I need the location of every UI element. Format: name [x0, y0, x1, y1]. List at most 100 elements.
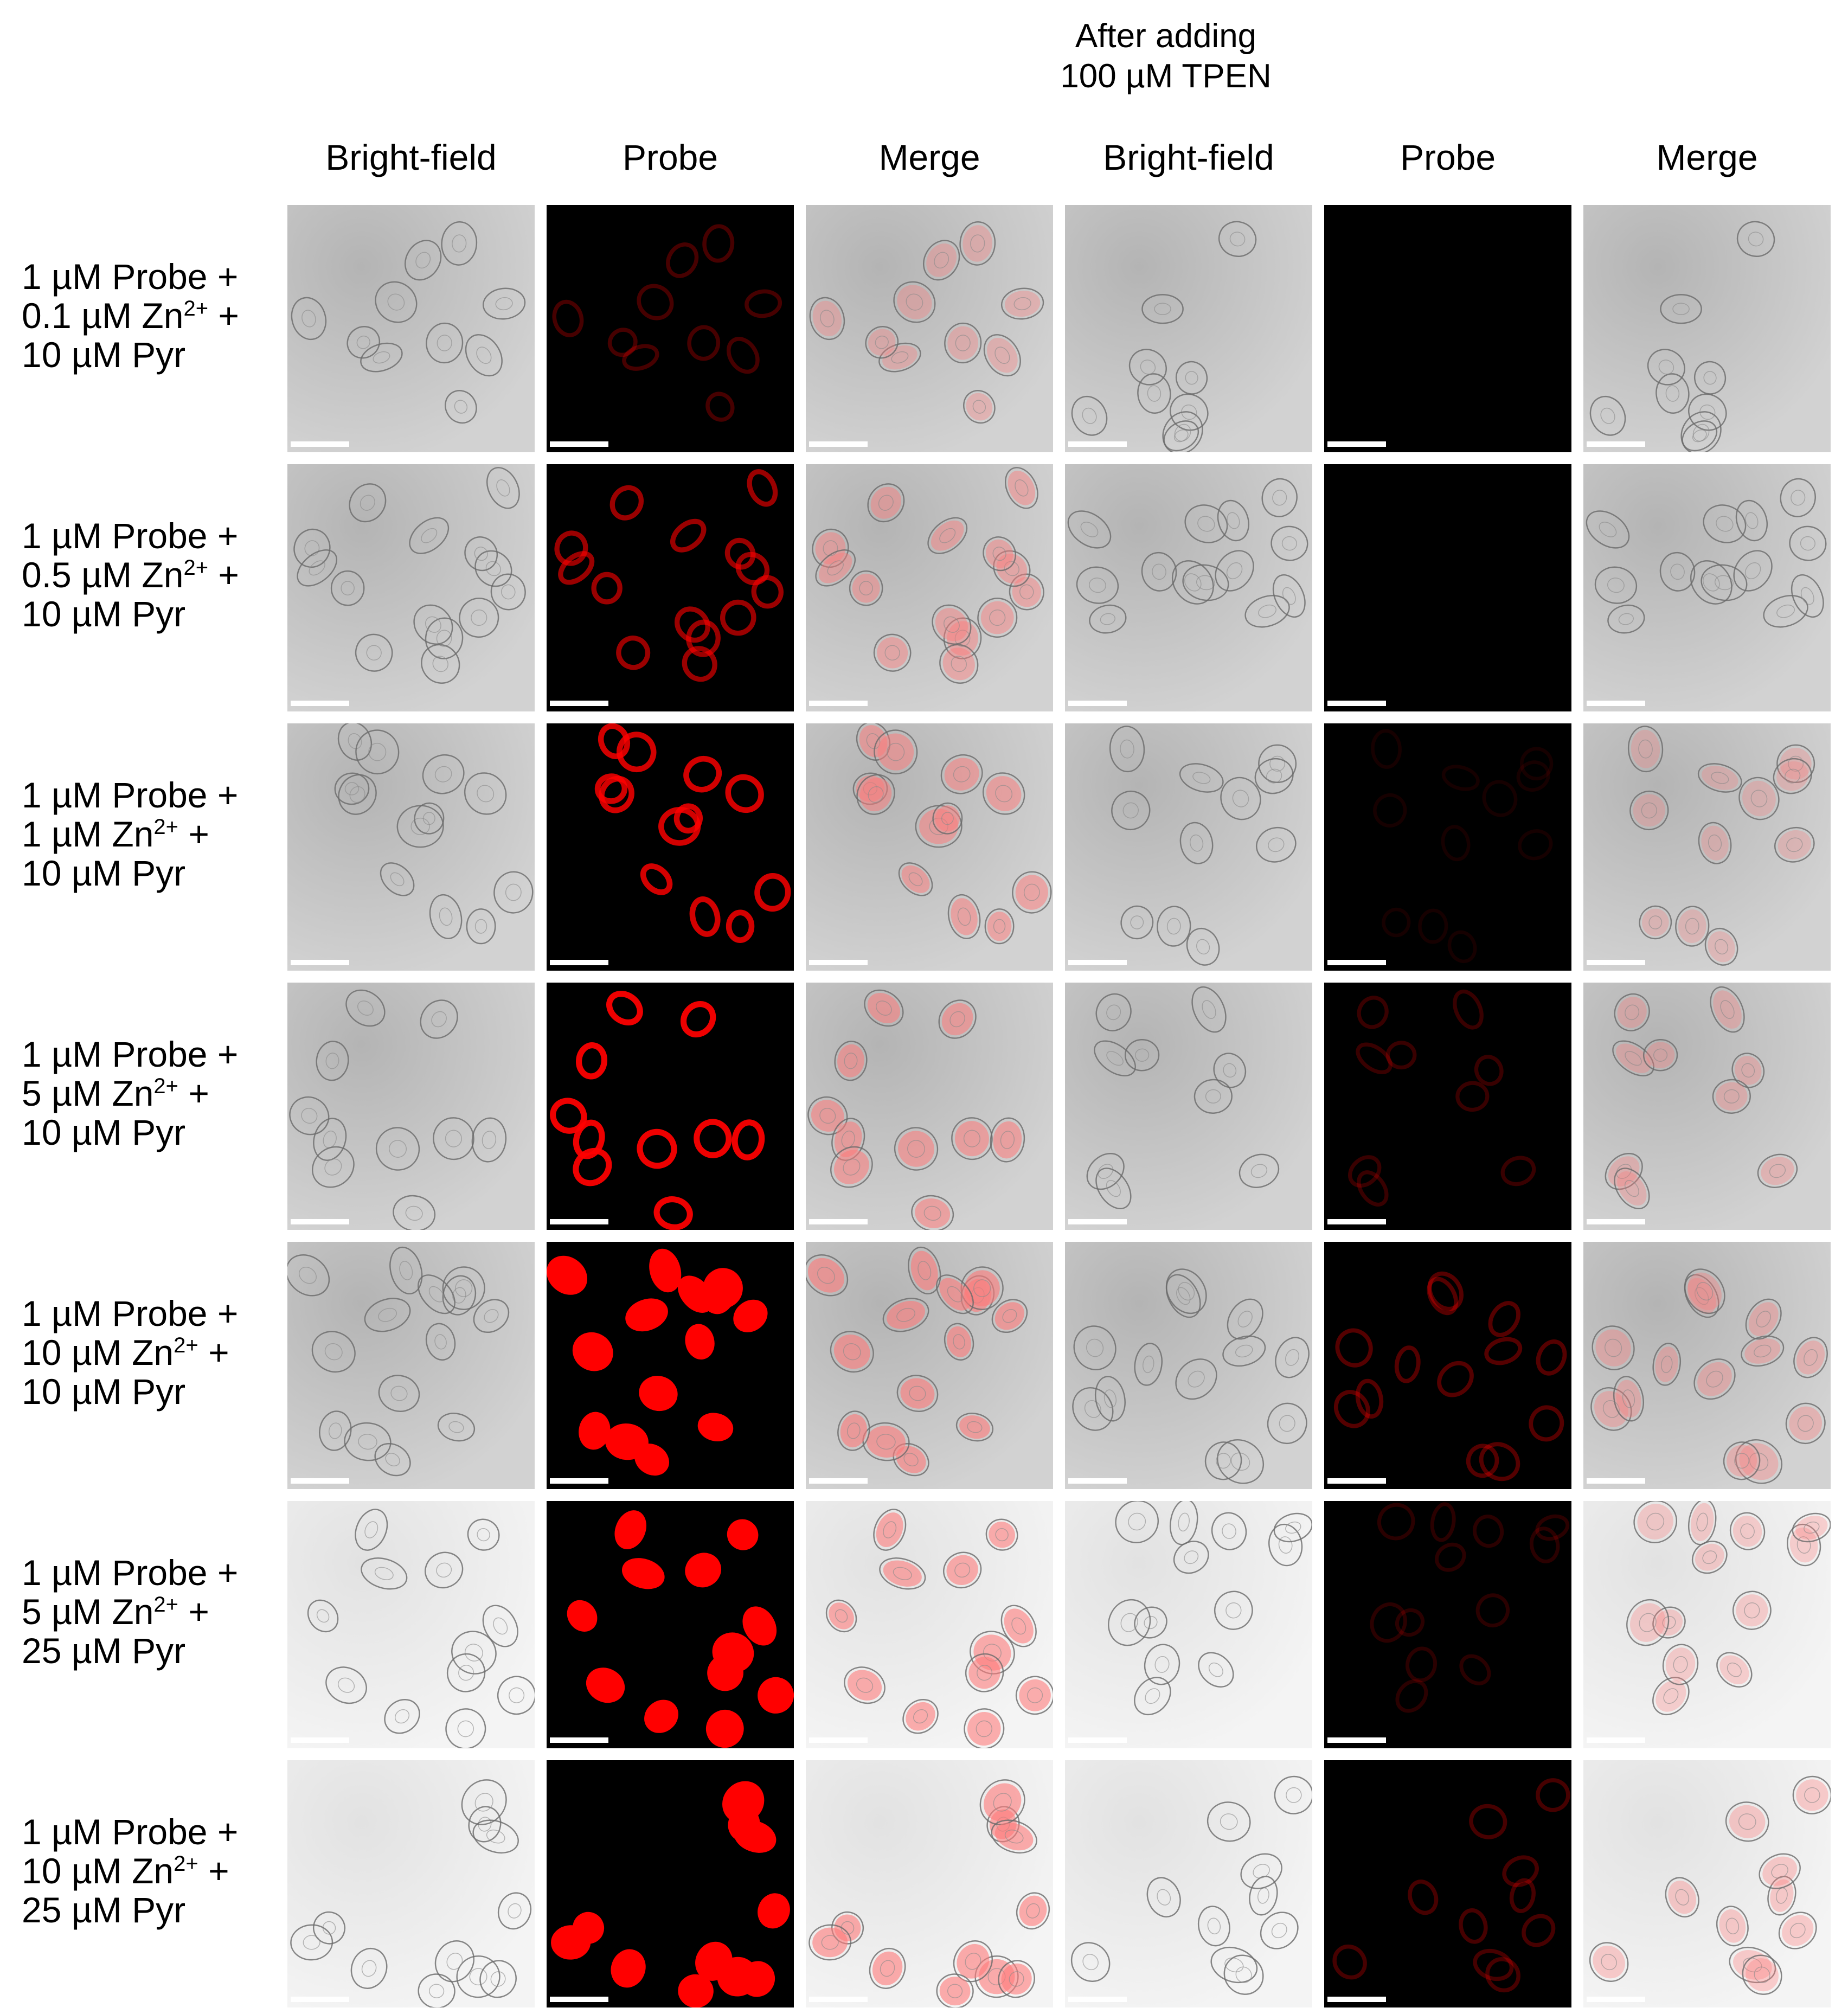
scale-bar — [809, 1737, 868, 1743]
panel-row4-col2 — [547, 983, 794, 1230]
row-label-6: 1 µM Probe +5 µM Zn2+ +25 µM Pyr — [22, 1553, 282, 1670]
scale-bar — [1327, 441, 1386, 447]
zn-tail: + — [178, 1592, 209, 1632]
scale-bar — [291, 1478, 349, 1484]
scale-bar — [809, 1219, 868, 1224]
zn-concentration: 0.5 µM Zn — [22, 555, 184, 595]
panel-row6-col3 — [806, 1501, 1053, 1748]
tpen-label-line1: After adding — [1075, 17, 1257, 55]
row-label-zn: 10 µM Zn2+ + — [22, 1851, 282, 1890]
column-header-6: Merge — [1656, 137, 1758, 177]
panel-row3-col5 — [1324, 723, 1571, 971]
zn-charge: 2+ — [183, 556, 209, 580]
row-label-probe: 1 µM Probe + — [22, 775, 239, 815]
panel-row4-col3 — [806, 983, 1053, 1230]
zn-tail: + — [178, 1073, 209, 1113]
scale-bar — [291, 1997, 349, 2002]
row-label-zn: 5 µM Zn2+ + — [22, 1074, 282, 1113]
scale-bar — [291, 1219, 349, 1224]
zn-charge: 2+ — [183, 297, 209, 320]
row-label-pyr: 10 µM Pyr — [22, 335, 186, 375]
panel-row7-col5 — [1324, 1760, 1571, 2007]
panel-row7-col2 — [547, 1760, 794, 2007]
panel-row2-col4 — [1065, 464, 1312, 711]
panel-row7-col1 — [287, 1760, 535, 2007]
zn-charge: 2+ — [174, 1852, 198, 1876]
zn-tail: + — [208, 296, 239, 336]
scale-bar — [1068, 1737, 1127, 1743]
scale-bar — [1587, 1737, 1645, 1743]
scale-bar — [550, 1478, 608, 1484]
panel-row2-col1 — [287, 464, 535, 711]
row-label-probe: 1 µM Probe + — [22, 516, 239, 556]
panel-row3-col4 — [1065, 723, 1312, 971]
zn-concentration: 10 µM Zn — [22, 1332, 174, 1372]
scale-bar — [1068, 701, 1127, 706]
zn-charge: 2+ — [153, 1074, 179, 1098]
panel-row6-col5 — [1324, 1501, 1571, 1748]
panel-row1-col5 — [1324, 205, 1571, 452]
scale-bar — [1587, 701, 1645, 706]
scale-bar — [1587, 441, 1645, 447]
scale-bar — [550, 960, 608, 965]
panel-row1-col3 — [806, 205, 1053, 452]
scale-bar — [1587, 1997, 1645, 2002]
panel-row5-col5 — [1324, 1242, 1571, 1489]
panel-row5-col6 — [1583, 1242, 1831, 1489]
panel-row2-col6 — [1583, 464, 1831, 711]
scale-bar — [1327, 1997, 1386, 2002]
row-label-probe: 1 µM Probe + — [22, 1034, 239, 1074]
scale-bar — [1327, 960, 1386, 965]
row-label-zn: 10 µM Zn2+ + — [22, 1333, 282, 1372]
zn-tail: + — [198, 1851, 229, 1891]
zn-tail: + — [198, 1332, 229, 1372]
panel-row1-col1 — [287, 205, 535, 452]
scale-bar — [1587, 960, 1645, 965]
panel-row6-col6 — [1583, 1501, 1831, 1748]
scale-bar — [291, 441, 349, 447]
scale-bar — [1327, 1478, 1386, 1484]
scale-bar — [550, 701, 608, 706]
scale-bar — [550, 1997, 608, 2002]
column-header-3: Merge — [878, 137, 980, 177]
panel-row3-col2 — [547, 723, 794, 971]
row-label-2: 1 µM Probe +0.5 µM Zn2+ +10 µM Pyr — [22, 516, 282, 633]
scale-bar — [291, 1737, 349, 1743]
scale-bar — [1068, 1478, 1127, 1484]
zn-tail: + — [178, 814, 209, 854]
panel-row2-col5 — [1324, 464, 1571, 711]
panel-row1-col4 — [1065, 205, 1312, 452]
panel-row3-col6 — [1583, 723, 1831, 971]
panel-row4-col5 — [1324, 983, 1571, 1230]
zn-concentration: 5 µM Zn — [22, 1592, 154, 1632]
scale-bar — [1327, 1219, 1386, 1224]
row-label-1: 1 µM Probe +0.1 µM Zn2+ +10 µM Pyr — [22, 257, 282, 374]
panel-row3-col3 — [806, 723, 1053, 971]
row-label-4: 1 µM Probe +5 µM Zn2+ +10 µM Pyr — [22, 1035, 282, 1152]
row-label-pyr: 10 µM Pyr — [22, 1112, 186, 1152]
scale-bar — [1327, 1737, 1386, 1743]
panel-row5-col4 — [1065, 1242, 1312, 1489]
tpen-label-line2: 100 µM TPEN — [1060, 57, 1272, 95]
panel-row5-col2 — [547, 1242, 794, 1489]
scale-bar — [1068, 1219, 1127, 1224]
row-label-pyr: 10 µM Pyr — [22, 594, 186, 634]
panel-row4-col6 — [1583, 983, 1831, 1230]
scale-bar — [809, 441, 868, 447]
zn-concentration: 1 µM Zn — [22, 814, 154, 854]
panel-row6-col4 — [1065, 1501, 1312, 1748]
row-label-zn: 1 µM Zn2+ + — [22, 814, 282, 854]
column-header-5: Probe — [1400, 137, 1496, 177]
zn-charge: 2+ — [174, 1333, 198, 1357]
scale-bar — [809, 701, 868, 706]
row-label-pyr: 10 µM Pyr — [22, 1371, 186, 1412]
zn-concentration: 10 µM Zn — [22, 1851, 174, 1891]
panel-row2-col2 — [547, 464, 794, 711]
scale-bar — [550, 1219, 608, 1224]
panel-row6-col2 — [547, 1501, 794, 1748]
zn-charge: 2+ — [153, 815, 179, 839]
column-header-2: Probe — [622, 137, 718, 177]
zn-concentration: 0.1 µM Zn — [22, 296, 184, 336]
scale-bar — [291, 960, 349, 965]
row-label-zn: 0.1 µM Zn2+ + — [22, 296, 282, 335]
